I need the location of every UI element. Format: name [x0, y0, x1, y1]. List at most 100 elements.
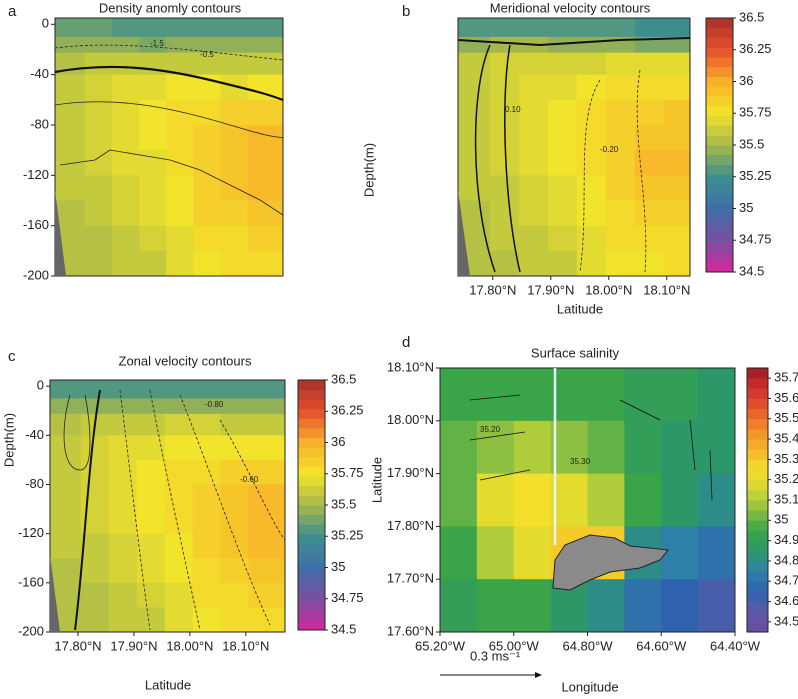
cell — [55, 18, 86, 38]
cell — [476, 473, 515, 527]
colorbar-band — [747, 510, 768, 521]
panel-label: c — [8, 348, 16, 365]
cell — [513, 368, 552, 422]
cell — [513, 579, 552, 633]
panel-label: d — [402, 334, 410, 351]
cell — [247, 18, 284, 38]
cell — [698, 473, 736, 527]
cell — [663, 124, 691, 151]
cell — [489, 175, 520, 201]
x-tick-label: 18.00°N — [166, 638, 213, 653]
cell — [136, 533, 166, 559]
y-axis-label: Latitude — [369, 457, 384, 503]
colorbar-band — [706, 86, 733, 97]
colorbar-band — [298, 485, 325, 496]
colorbar-band — [706, 57, 733, 68]
cell — [605, 124, 636, 151]
colorbar-band — [747, 621, 768, 633]
cell — [663, 150, 691, 176]
colorbar-tick-label: 34.5 — [331, 621, 356, 636]
cell — [192, 398, 222, 415]
cell — [248, 607, 286, 633]
cell — [624, 579, 662, 633]
cell — [661, 473, 699, 527]
colorbar-band — [747, 540, 768, 552]
cell — [440, 368, 478, 422]
colorbar-band — [747, 611, 768, 623]
cell — [192, 533, 222, 559]
cell — [547, 124, 578, 151]
cell — [112, 175, 140, 201]
cell — [247, 74, 284, 101]
cell — [164, 533, 194, 559]
colorbar-band — [706, 18, 733, 29]
cell — [248, 582, 286, 608]
cell — [220, 36, 249, 54]
colorbar-tick-label: 35.5 — [774, 410, 798, 425]
cell — [624, 420, 662, 475]
y-tick-label: -160 — [18, 574, 44, 589]
scale-label: 0.3 ms⁻¹ — [470, 648, 521, 663]
cell — [164, 413, 194, 436]
cell — [576, 74, 607, 101]
cell — [661, 579, 699, 633]
cell — [108, 558, 138, 584]
colorbar-band — [298, 533, 325, 544]
colorbar-tick-label: 35.5 — [331, 496, 356, 511]
colorbar-tick-label: 34.75 — [331, 590, 364, 605]
cell — [193, 250, 222, 277]
colorbar-band — [706, 184, 733, 195]
cell — [84, 99, 113, 126]
colorbar-band — [706, 125, 733, 136]
colorbar-band — [706, 47, 733, 58]
colorbar-band — [706, 37, 733, 48]
colorbar-band — [298, 524, 325, 535]
cell — [663, 225, 691, 252]
cell — [193, 99, 222, 126]
cells-layer — [50, 18, 736, 633]
cell — [220, 150, 249, 176]
cell — [663, 74, 691, 101]
cell — [192, 413, 222, 436]
contour-label: -0.80 — [205, 400, 224, 409]
cell — [247, 36, 284, 54]
contour-line — [457, 37, 691, 47]
cell — [84, 18, 113, 38]
cell — [166, 36, 194, 54]
colorbar-band — [298, 581, 325, 592]
cell — [192, 484, 222, 510]
cell — [576, 175, 607, 201]
y-tick-label: 17.80°N — [387, 518, 434, 533]
cell — [634, 200, 665, 227]
cell — [193, 18, 222, 38]
cell — [550, 473, 588, 527]
cell — [513, 526, 552, 580]
cell — [136, 509, 166, 535]
cell — [108, 459, 138, 485]
cell — [518, 250, 549, 277]
x-tick-label: 17.90°N — [527, 282, 574, 297]
x-axis-label: Latitude — [145, 677, 191, 692]
cell — [55, 74, 86, 101]
cell — [220, 200, 249, 227]
cell — [192, 607, 222, 633]
contour-line — [179, 394, 271, 626]
cell — [663, 200, 691, 227]
cell — [489, 52, 520, 76]
x-tick-label: 17.90°N — [110, 638, 157, 653]
plot-frame — [457, 17, 691, 277]
cell — [220, 582, 250, 608]
cell — [248, 380, 286, 399]
cell — [518, 52, 549, 76]
cell — [220, 175, 249, 201]
cell — [192, 582, 222, 608]
cell — [136, 435, 166, 461]
cell — [50, 459, 82, 485]
cell — [518, 200, 549, 227]
cell — [84, 175, 113, 201]
y-tick-label: 18.00°N — [387, 412, 434, 427]
colorbar-band — [298, 620, 325, 631]
cell — [50, 533, 82, 559]
cell — [192, 380, 222, 399]
cell — [139, 124, 167, 151]
